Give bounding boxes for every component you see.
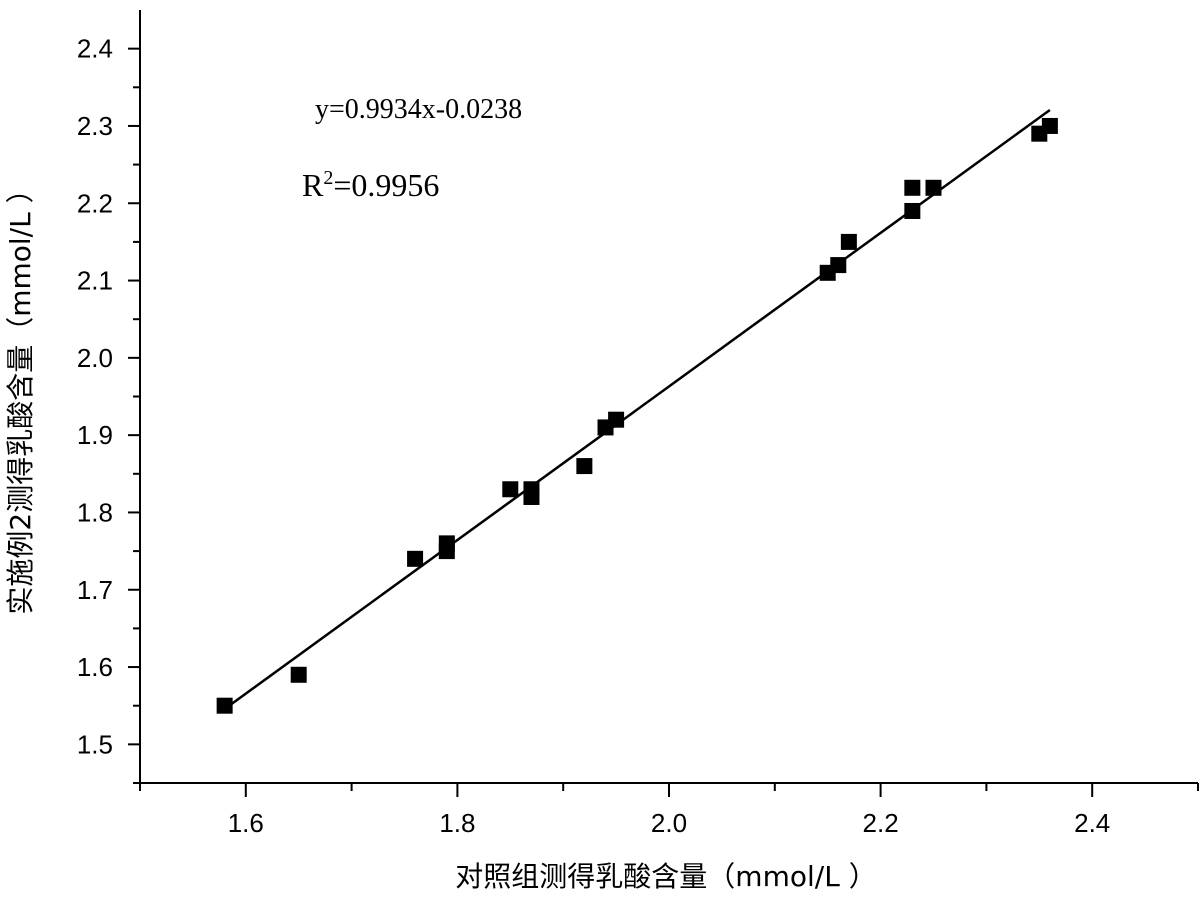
x-tick-label: 2.0	[651, 808, 687, 838]
data-point	[576, 458, 593, 475]
r2-prefix: R	[302, 167, 324, 203]
data-point	[1041, 117, 1058, 134]
r-squared-annotation: R2=0.9956	[302, 167, 439, 203]
data-point	[608, 411, 625, 428]
data-point	[904, 202, 921, 219]
r2-value: =0.9956	[333, 167, 439, 203]
data-point	[407, 550, 424, 567]
x-tick-label: 1.6	[228, 808, 264, 838]
y-tick-label: 1.8	[77, 497, 113, 527]
y-tick-label: 2.4	[77, 34, 113, 64]
data-point	[216, 697, 233, 714]
data-point	[523, 481, 540, 498]
x-tick-label: 2.2	[863, 808, 899, 838]
data-point	[830, 257, 847, 274]
y-tick-label: 1.7	[77, 575, 113, 605]
y-axis-title: 实施例2测得乳酸含量（mmol/L ）	[4, 175, 37, 614]
x-tick-label: 2.4	[1074, 808, 1110, 838]
x-tick-label: 1.8	[439, 808, 475, 838]
fit-equation: y=0.9934x-0.0238	[315, 94, 522, 125]
y-tick-label: 1.6	[77, 652, 113, 682]
y-axis-ticks: 1.5 1.6 1.7 1.8 1.9 2.0 2.1 2.2 2.3 2.4	[77, 34, 140, 784]
x-axis-title: 对照组测得乳酸含量（mmol/L ）	[455, 860, 876, 893]
data-point	[438, 535, 455, 552]
y-tick-label: 2.0	[77, 343, 113, 373]
y-tick-label: 2.2	[77, 188, 113, 218]
data-point	[290, 666, 307, 683]
data-point	[840, 233, 857, 250]
data-point	[904, 179, 921, 196]
y-tick-label: 1.5	[77, 729, 113, 759]
y-tick-label: 2.3	[77, 111, 113, 141]
data-point	[925, 179, 942, 196]
r2-superscript: 2	[323, 167, 333, 189]
y-tick-label: 2.1	[77, 266, 113, 296]
data-point	[502, 481, 519, 498]
data-points	[216, 117, 1058, 714]
y-tick-label: 1.9	[77, 420, 113, 450]
x-axis-ticks: 1.6 1.8 2.0 2.2 2.4	[139, 783, 1199, 838]
